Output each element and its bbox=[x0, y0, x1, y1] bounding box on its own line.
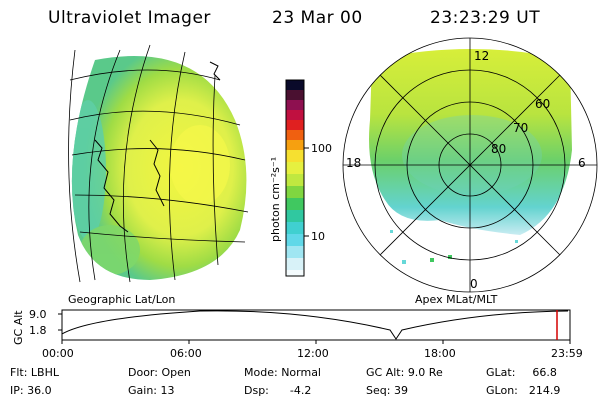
status-mode: Mode: Normal bbox=[244, 366, 321, 379]
status-gcalt: GC Alt: 9.0 Re bbox=[366, 366, 443, 379]
altitude-xtick-1200: 12:00 bbox=[297, 347, 329, 360]
status-door: Door: Open bbox=[128, 366, 191, 379]
mlt-label-12: 12 bbox=[474, 49, 489, 63]
glon-value: 214.9 bbox=[528, 384, 561, 397]
polar-speckles bbox=[390, 230, 518, 264]
mlat-label-60: 60 bbox=[535, 97, 550, 111]
altitude-plot bbox=[58, 309, 571, 344]
colorbar-unit-label: photon cm⁻²s⁻¹ bbox=[269, 157, 282, 242]
geographic-grid bbox=[68, 44, 249, 283]
geographic-image bbox=[71, 56, 247, 280]
geo-panel-label: Geographic Lat/Lon bbox=[68, 293, 175, 306]
header-date: 23 Mar 00 bbox=[272, 8, 363, 28]
instrument-title: Ultraviolet Imager bbox=[48, 8, 211, 28]
polar-panel-label: Apex MLat/MLT bbox=[415, 293, 498, 306]
mlt-label-6: 6 bbox=[578, 156, 586, 170]
door-label: Door: bbox=[128, 366, 158, 379]
glat-value: 66.8 bbox=[532, 366, 557, 379]
mlat-label-80: 80 bbox=[491, 142, 506, 156]
altitude-xtick-2359: 23:59 bbox=[551, 347, 583, 360]
altitude-ytick-9: 9.0 bbox=[29, 308, 47, 321]
gain-label: Gain: bbox=[128, 384, 157, 397]
dsp-label: Dsp: bbox=[244, 384, 269, 397]
altitude-ytick-1-8: 1.8 bbox=[29, 324, 47, 337]
status-ip: IP: 36.0 bbox=[10, 384, 52, 397]
altitude-ylabel: GC Alt bbox=[12, 310, 25, 345]
status-flt: Flt: LBHL bbox=[10, 366, 59, 379]
mlt-label-18: 18 bbox=[346, 156, 361, 170]
mode-label: Mode: bbox=[244, 366, 278, 379]
altitude-xtick-1800: 18:00 bbox=[424, 347, 456, 360]
seq-value: 39 bbox=[393, 384, 408, 397]
colorbar bbox=[285, 79, 309, 277]
status-glon: GLon: 214.9 bbox=[486, 384, 560, 397]
glon-label: GLon: bbox=[486, 384, 518, 397]
colorbar-tick-10: 10 bbox=[311, 230, 325, 243]
polar-image bbox=[369, 49, 572, 235]
polar-grid bbox=[342, 37, 598, 293]
flt-value: LBHL bbox=[30, 366, 59, 379]
colorbar-tick-100: 100 bbox=[311, 142, 332, 155]
mlat-label-70: 70 bbox=[513, 121, 528, 135]
gcalt-value: 9.0 Re bbox=[407, 366, 443, 379]
status-dsp: Dsp: -4.2 bbox=[244, 384, 311, 397]
glat-label: GLat: bbox=[486, 366, 516, 379]
status-glat: GLat: 66.8 bbox=[486, 366, 557, 379]
door-value: Open bbox=[161, 366, 191, 379]
ip-label: IP: bbox=[10, 384, 24, 397]
status-gain: Gain: 13 bbox=[128, 384, 175, 397]
status-seq: Seq: 39 bbox=[366, 384, 408, 397]
header-time: 23:23:29 UT bbox=[430, 8, 541, 28]
dsp-value: -4.2 bbox=[289, 384, 312, 397]
mlt-label-0: 0 bbox=[470, 277, 478, 291]
gcalt-label: GC Alt: bbox=[366, 366, 405, 379]
flt-label: Flt: bbox=[10, 366, 28, 379]
mode-value: Normal bbox=[281, 366, 321, 379]
gain-value: 13 bbox=[160, 384, 175, 397]
altitude-xtick-0600: 06:00 bbox=[170, 347, 202, 360]
ip-value: 36.0 bbox=[27, 384, 52, 397]
altitude-xtick-0000: 00:00 bbox=[42, 347, 74, 360]
seq-label: Seq: bbox=[366, 384, 391, 397]
